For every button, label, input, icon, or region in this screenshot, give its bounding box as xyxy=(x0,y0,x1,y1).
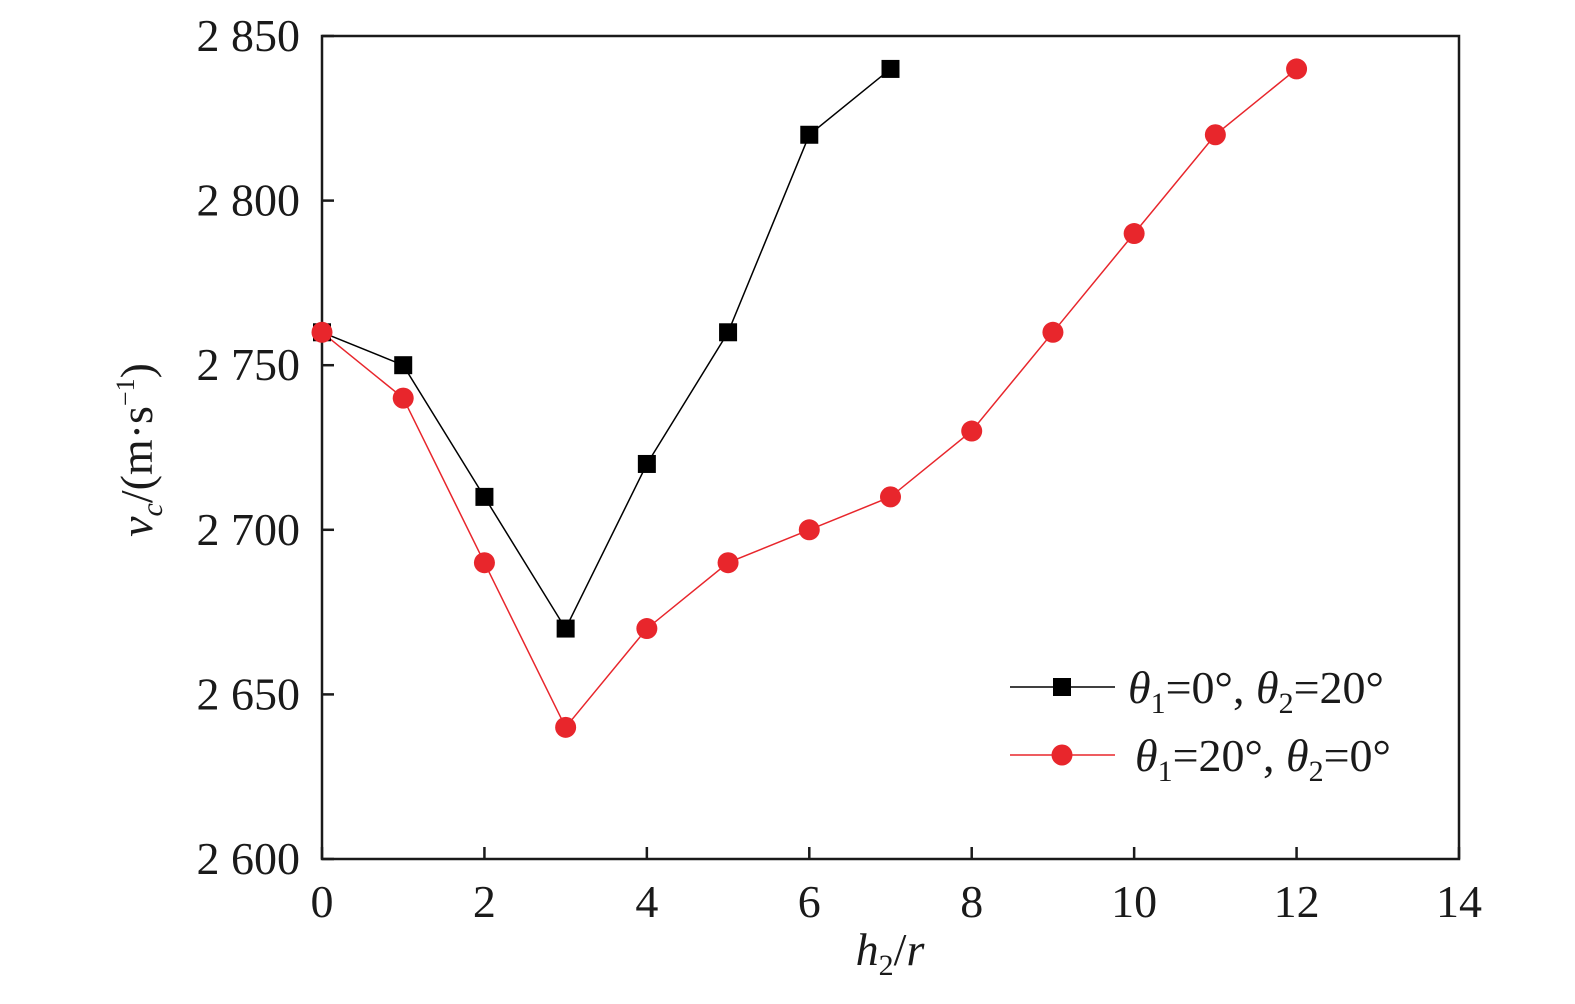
data-point-series-1 xyxy=(800,125,819,144)
data-point-series-1 xyxy=(719,323,738,342)
data-point-series-1 xyxy=(394,356,413,375)
x-axis-title: h2/r xyxy=(856,924,926,982)
data-point-series-2 xyxy=(473,552,495,574)
y-axis: 2 600 2 650 2 700 2 750 2 800 2 850 xyxy=(197,10,334,884)
data-point-series-2 xyxy=(555,716,577,738)
x-tick-label: 4 xyxy=(635,876,658,927)
data-point-series-1 xyxy=(881,59,900,78)
data-point-series-2 xyxy=(961,420,983,442)
x-tick-label: 8 xyxy=(960,876,983,927)
legend-label-series-1: θ1=0°, θ2=20° xyxy=(1128,662,1384,720)
legend-item-series-2: θ1=20°, θ2=0° xyxy=(1010,730,1391,788)
y-tick-label: 2 650 xyxy=(197,668,301,719)
legend: θ1=0°, θ2=20° θ1=20°, θ2=0° xyxy=(1010,662,1391,788)
data-point-series-2 xyxy=(798,519,820,541)
data-point-series-2 xyxy=(1123,223,1145,245)
data-point-series-2 xyxy=(1042,321,1064,343)
series-layer xyxy=(311,58,1308,738)
data-point-series-2 xyxy=(311,321,333,343)
series-line-2 xyxy=(321,68,1298,729)
data-point-series-2 xyxy=(717,552,739,574)
x-tick-label: 2 xyxy=(473,876,496,927)
y-tick-label: 2 850 xyxy=(197,10,301,61)
x-tick-label: 6 xyxy=(798,876,821,927)
x-axis: 0 2 4 6 8 10 12 14 xyxy=(311,847,1482,927)
legend-marker-circle xyxy=(1051,744,1073,766)
y-axis-title: vc/(m·s−1) xyxy=(111,363,169,537)
y-tick-label: 2 800 xyxy=(197,175,301,226)
y-tick-label: 2 700 xyxy=(197,504,301,555)
data-point-series-2 xyxy=(636,618,658,640)
data-point-series-1 xyxy=(637,454,656,473)
y-tick-label: 2 750 xyxy=(197,339,301,390)
data-point-series-1 xyxy=(556,619,575,638)
data-point-series-2 xyxy=(1204,124,1226,146)
legend-marker-square xyxy=(1053,678,1071,696)
data-point-series-2 xyxy=(392,387,414,409)
data-point-series-2 xyxy=(880,486,901,508)
x-tick-label: 0 xyxy=(311,876,334,927)
x-tick-label: 14 xyxy=(1436,876,1482,927)
legend-item-series-1: θ1=0°, θ2=20° xyxy=(1010,662,1384,720)
legend-label-series-2: θ1=20°, θ2=0° xyxy=(1135,730,1391,788)
data-point-series-1 xyxy=(475,487,494,506)
series-line-1 xyxy=(321,68,891,631)
y-tick-label: 2 600 xyxy=(197,833,301,884)
x-tick-label: 12 xyxy=(1274,876,1320,927)
data-point-series-2 xyxy=(1286,58,1308,80)
plot-frame xyxy=(320,34,1461,861)
x-tick-label: 10 xyxy=(1111,876,1157,927)
